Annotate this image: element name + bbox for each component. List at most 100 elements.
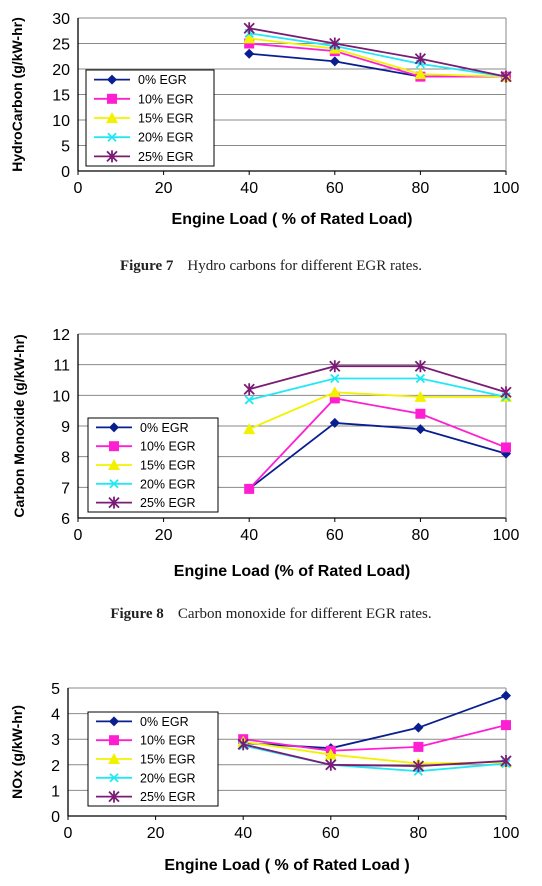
hydrocarbon-chart: 0 5 10 15 20 25 30 0 20 40 60 80 100 Engine Load ( % … (9, 11, 519, 228)
data-point (244, 483, 255, 494)
data-point (500, 754, 512, 767)
x-tick-label: 100 (493, 527, 520, 544)
data-point (500, 70, 512, 83)
series-line (249, 52, 506, 78)
legend-marker (108, 753, 120, 764)
data-point (415, 373, 426, 384)
series-line (248, 397, 507, 490)
figure-8-label: Figure 8 (110, 606, 164, 622)
x-tick-label: 20 (147, 825, 165, 842)
data-point (244, 38, 255, 49)
data-point (324, 748, 337, 760)
legend-label: 0% EGR (138, 73, 187, 87)
legend-marker (109, 441, 119, 452)
x-tick-label: 100 (493, 825, 520, 842)
data-point (414, 68, 427, 80)
data-point (500, 386, 512, 399)
x-tick-label: 20 (155, 180, 173, 197)
data-point (413, 722, 424, 733)
data-point (413, 741, 424, 752)
data-point (325, 758, 337, 771)
data-point (414, 52, 427, 65)
data-point (243, 383, 255, 396)
x-tick-label: 0 (74, 527, 83, 544)
series-line (249, 27, 507, 78)
legend: 0% EGR 10% EGR 15% EGR 20% EGR 25% EGR (87, 417, 219, 513)
legend-marker (106, 150, 118, 163)
x-tick-label: 60 (326, 527, 344, 544)
series-line (242, 743, 507, 767)
data-point (243, 22, 255, 35)
series-4 (243, 360, 512, 399)
y-tick-label: 10 (52, 113, 70, 130)
series-line (248, 377, 507, 401)
series-line (249, 32, 507, 78)
series-line (243, 724, 507, 752)
y-tick-label: 15 (52, 88, 70, 105)
series-1 (244, 393, 511, 494)
series-line (243, 694, 507, 750)
legend-marker (108, 790, 120, 803)
data-point (244, 395, 254, 405)
series-4 (243, 22, 512, 83)
legend-marker (107, 132, 117, 142)
figure-7-text: Hydro carbons for different EGR rates. (187, 258, 423, 274)
data-point (237, 738, 249, 751)
legend: 0% EGR 10% EGR 15% EGR 20% EGR 25% EGR (87, 711, 219, 807)
legend-label: 0% EGR (140, 421, 189, 435)
data-point (244, 48, 255, 59)
x-tick-label: 20 (155, 527, 173, 544)
figure-7-caption: Figure 7 Hydro carbons for different EGR … (0, 258, 542, 275)
data-point (501, 720, 511, 731)
series-line (249, 37, 507, 78)
x-tick-label: 80 (412, 180, 430, 197)
y-axis-label: Carbon Monoxide (g/kW-hr) (11, 334, 27, 517)
legend-label: 15% EGR (138, 112, 194, 126)
x-tick-label: 60 (326, 180, 344, 197)
nox-chart: 0 1 2 3 4 5 0 20 40 60 80 100 Engine Load ( % of Rat… (9, 681, 520, 874)
data-point (415, 408, 426, 419)
series-4 (237, 738, 512, 773)
legend-marker (109, 479, 119, 489)
data-point (414, 360, 427, 373)
series-0 (244, 417, 511, 494)
x-tick-label: 0 (64, 825, 73, 842)
x-tick-label: 80 (410, 825, 428, 842)
legend-marker (109, 422, 119, 433)
x-axis-label: Engine Load (% of Rated Load) (174, 563, 410, 580)
y-tick-label: 9 (61, 419, 70, 436)
legend-label: 10% EGR (138, 92, 194, 106)
legend-label: 25% EGR (140, 790, 196, 804)
legend-marker (109, 735, 119, 746)
data-point (414, 390, 427, 402)
legend: 0% EGR 10% EGR 15% EGR 20% EGR 25% EGR (85, 69, 215, 167)
x-axis-label: Engine Load ( % of Rated Load ) (164, 857, 409, 874)
y-tick-label: 3 (51, 732, 60, 749)
figure-8-text: Carbon monoxide for different EGR rates. (177, 606, 432, 622)
y-tick-label: 11 (53, 358, 70, 375)
legend-marker (109, 716, 119, 727)
legend-label: 25% EGR (138, 150, 194, 164)
x-tick-label: 40 (240, 180, 258, 197)
y-tick-label: 8 (61, 450, 70, 467)
legend-label: 10% EGR (140, 734, 196, 748)
legend-marker (106, 112, 118, 123)
y-tick-label: 0 (61, 164, 70, 181)
y-tick-label: 20 (52, 62, 70, 79)
series-3 (244, 28, 511, 82)
data-point (329, 360, 341, 373)
legend-marker (107, 74, 117, 85)
data-point (243, 423, 256, 435)
y-tick-label: 25 (52, 37, 70, 54)
figure-8-caption: Figure 8 Carbon monoxide for different EG… (0, 606, 542, 623)
legend-label: 20% EGR (140, 771, 196, 785)
x-tick-label: 0 (74, 180, 83, 197)
data-point (501, 442, 511, 453)
series-line (248, 422, 507, 490)
carbon-monoxide-chart: 6 7 8 9 10 11 12 0 20 40 60 80 100 Engine Load (% of … (11, 327, 520, 580)
y-tick-label: 5 (61, 139, 70, 156)
data-point (329, 56, 340, 67)
y-tick-label: 10 (52, 388, 70, 405)
x-tick-label: 40 (234, 825, 252, 842)
x-tick-label: 40 (240, 527, 258, 544)
